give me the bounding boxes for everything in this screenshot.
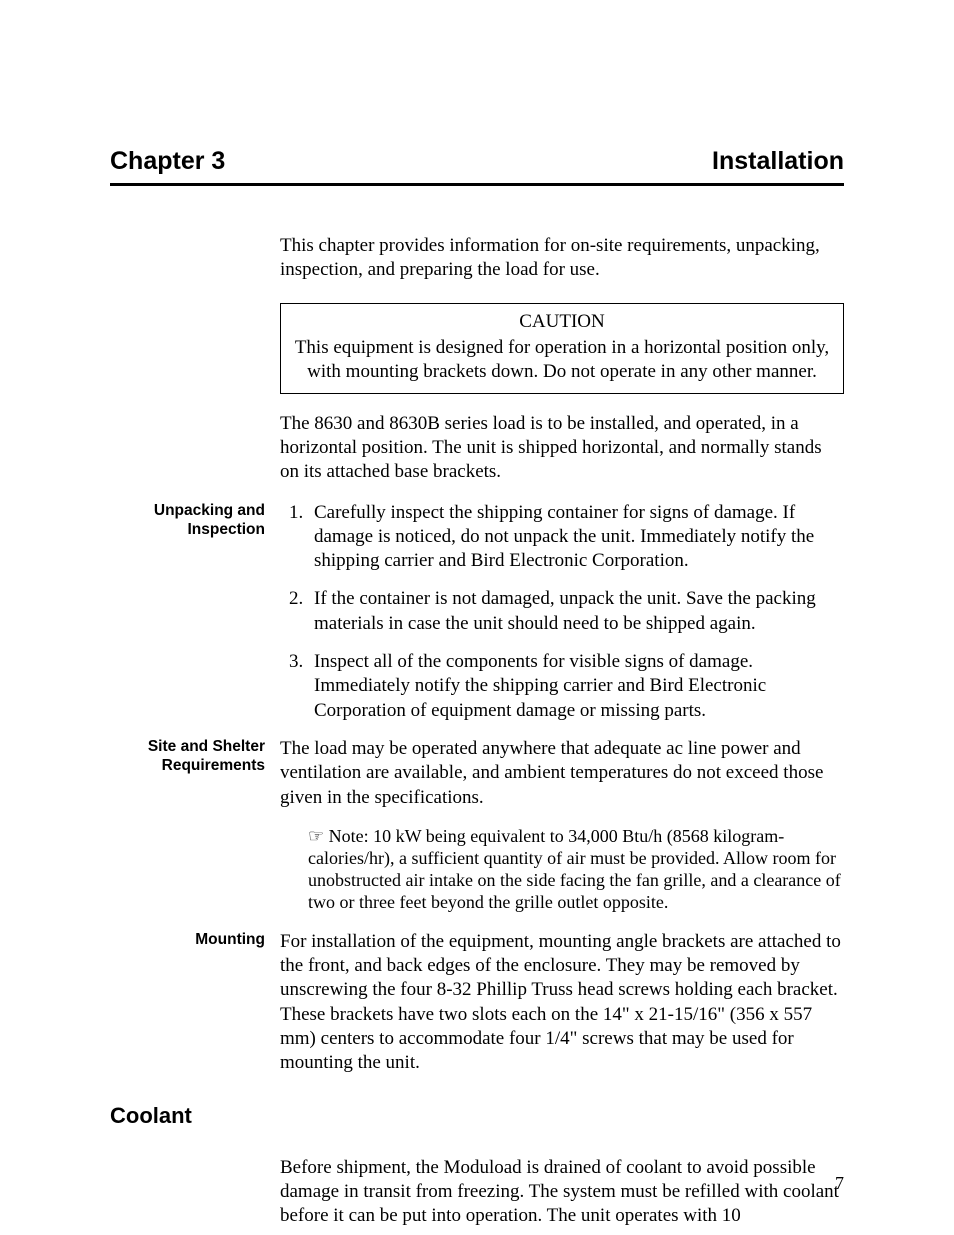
unpacking-steps: Carefully inspect the shipping container… (280, 501, 844, 724)
coolant-column: Before shipment, the Moduload is drained… (280, 1156, 844, 1229)
chapter-title: Installation (712, 145, 844, 177)
mounting-body: For installation of the equipment, mount… (280, 930, 844, 1076)
site-note-text: Note: 10 kW being equivalent to 34,000 B… (308, 826, 841, 912)
unpacking-section: Unpacking and Inspection Carefully inspe… (280, 501, 844, 724)
mounting-section: Mounting For installation of the equipme… (280, 930, 844, 1076)
site-note: ☞ Note: 10 kW being equivalent to 34,000… (308, 826, 844, 914)
unpacking-label: Unpacking and Inspection (110, 501, 265, 540)
intro-paragraph: This chapter provides information for on… (280, 234, 844, 283)
caution-title: CAUTION (291, 310, 833, 334)
chapter-header: Chapter 3 Installation (110, 145, 844, 186)
unpacking-step-3: Inspect all of the components for visibl… (308, 650, 844, 723)
site-body: The load may be operated anywhere that a… (280, 737, 844, 810)
coolant-heading: Coolant (110, 1102, 844, 1130)
site-section: Site and Shelter Requirements The load m… (280, 737, 844, 914)
content-column: This chapter provides information for on… (280, 234, 844, 1076)
page-number: 7 (835, 1172, 844, 1195)
chapter-label: Chapter 3 (110, 145, 225, 177)
unpacking-step-1: Carefully inspect the shipping container… (308, 501, 844, 574)
caution-body: This equipment is designed for operation… (295, 337, 829, 382)
pointing-hand-icon: ☞ (308, 826, 324, 846)
page: Chapter 3 Installation This chapter prov… (0, 0, 954, 1235)
mounting-label: Mounting (110, 930, 265, 949)
site-label: Site and Shelter Requirements (110, 737, 265, 776)
caution-box: CAUTION This equipment is designed for o… (280, 303, 844, 394)
unpacking-step-2: If the container is not damaged, unpack … (308, 587, 844, 636)
coolant-body: Before shipment, the Moduload is drained… (280, 1156, 844, 1229)
post-caution-paragraph: The 8630 and 8630B series load is to be … (280, 412, 844, 485)
